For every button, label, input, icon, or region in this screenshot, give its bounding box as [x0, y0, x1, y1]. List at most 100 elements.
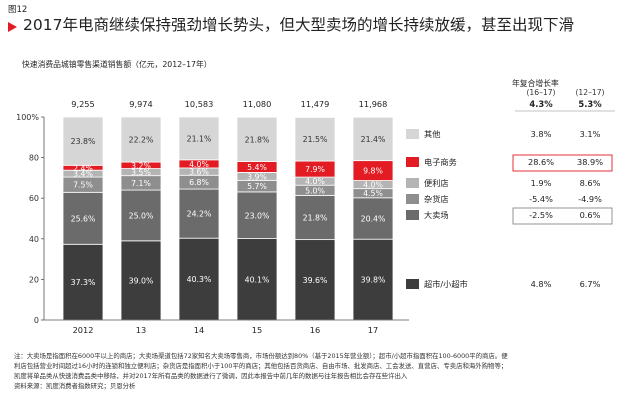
cagr-value-1: 28.6% — [528, 157, 554, 167]
data-label: 20.4% — [361, 215, 386, 224]
cagr-period-2: (12–17) — [575, 88, 604, 97]
data-label: 7.5% — [73, 181, 93, 190]
footnote-line: 凯度将单品类从快速消费品类中移除，并对2017年所有品类的数据进行了微调，因此本… — [14, 372, 408, 380]
data-label: 25.0% — [129, 211, 154, 220]
y-tick-label: 100% — [16, 113, 39, 122]
cagr-highlight-box — [512, 207, 613, 225]
bar-stack-14: 40.3% 24.2% 6.8%3.6%4.0% 21.1% — [178, 116, 220, 321]
data-label: 3.2% — [131, 161, 151, 170]
data-label: 2.4% — [73, 164, 93, 173]
data-label: 24.2% — [187, 210, 212, 219]
data-label: 21.1% — [187, 134, 212, 143]
cagr-value-1: 1.9% — [531, 178, 552, 188]
bar-segment — [62, 116, 104, 166]
data-label: 6.8% — [189, 178, 209, 187]
cagr-value-1: -5.4% — [529, 194, 553, 204]
data-label: 5.0% — [305, 186, 325, 195]
bar-segment — [236, 116, 278, 162]
bars: 37.3% 25.6% 7.5% 3.4%2.4% 23.8% 39.0% 25.0% 7.1… — [62, 116, 394, 321]
x-tick-label: 14 — [194, 325, 204, 335]
data-label: 23.8% — [71, 137, 96, 146]
data-label: 4.5% — [363, 189, 383, 198]
legend-label: 大卖场 — [424, 210, 449, 220]
cagr-total-1: 4.3% — [529, 99, 553, 109]
bar-total-label: 11,080 — [243, 99, 272, 109]
bar-segment — [294, 117, 336, 162]
legend-label: 超市/小超市 — [424, 279, 468, 289]
cagr-table: (16–17) (12–17) 4.3% 5.3% 4.8% 6.7% -2.5% 0.6% -… — [512, 88, 615, 289]
cagr-value-2: -4.9% — [578, 194, 602, 204]
bar-total-label: 9,255 — [71, 99, 94, 109]
bar-segment — [120, 189, 162, 242]
data-label: 21.8% — [245, 135, 270, 144]
bar-segment — [178, 116, 220, 161]
legend-label: 电子商务 — [424, 157, 457, 167]
bar-segment — [352, 197, 394, 240]
page-title: 2017年电商继续保持强劲增长势头，但大型卖场的增长持续放缓，甚至出现下滑 — [23, 16, 574, 34]
data-label: 25.6% — [71, 214, 96, 223]
legend-label: 其他 — [424, 129, 440, 139]
x-tick-label: 15 — [252, 325, 262, 335]
data-label: 21.8% — [303, 213, 328, 222]
footnote: 注：大卖场是指面积在6000平以上的商店；大卖场渠道包括72家知名大卖场零售商，… — [14, 351, 634, 391]
data-label: 23.0% — [245, 211, 270, 220]
data-label: 39.0% — [129, 276, 154, 285]
legend-label: 杂货店 — [424, 194, 449, 204]
legend-swatch — [406, 178, 419, 188]
bar-segment — [178, 237, 220, 321]
data-label: 37.3% — [71, 278, 96, 287]
bar-total-label: 10,583 — [185, 99, 214, 109]
cagr-value-2: 0.6% — [580, 210, 601, 220]
y-tick-label: 0 — [34, 316, 39, 325]
legend-swatch — [406, 279, 419, 289]
cagr-value-1: 4.8% — [531, 279, 552, 289]
bar-total-label: 11,968 — [359, 99, 388, 109]
data-label: 7.9% — [305, 165, 325, 174]
cagr-value-1: -2.5% — [529, 210, 553, 220]
data-label: 3.6% — [189, 168, 209, 177]
bar-segment — [178, 188, 220, 239]
y-tick-label: 60 — [29, 194, 39, 203]
x-axis: 2012 13 14 15 16 17 — [44, 319, 409, 335]
data-label: 4.0% — [363, 181, 383, 190]
data-label: 4.0% — [189, 160, 209, 169]
data-label: 39.8% — [361, 276, 386, 285]
bar-total-label: 11,479 — [301, 99, 330, 109]
data-label: 40.3% — [187, 275, 212, 284]
legend-swatch — [406, 194, 419, 204]
x-tick-label: 17 — [368, 325, 378, 335]
y-tick-label: 80 — [29, 154, 39, 163]
x-tick-label: 2012 — [73, 325, 94, 335]
bar-total-label: 9,974 — [129, 99, 152, 109]
bar-totals: 9,255 9,974 10,583 11,080 11,479 11,968 — [71, 99, 387, 109]
bar-stack-2012: 37.3% 25.6% 7.5% 3.4%2.4% 23.8% — [62, 116, 104, 321]
data-label: 4.0% — [305, 177, 325, 186]
bar-segment — [352, 116, 394, 162]
data-label: 22.2% — [129, 136, 154, 145]
cagr-value-2: 38.9% — [577, 157, 603, 167]
cagr-title: 年复合增长率 — [512, 79, 559, 88]
cagr-total-2: 5.3% — [578, 99, 602, 109]
data-label: 7.1% — [131, 179, 151, 188]
bar-stack-13: 39.0% 25.0% 7.1% 3.5%3.2% 22.2% — [120, 116, 162, 321]
data-label: 5.4% — [247, 163, 267, 172]
data-label: 3.4% — [73, 170, 93, 179]
cagr-period-1: (16–17) — [526, 88, 555, 97]
cagr-highlight-box — [512, 154, 613, 172]
data-label: 21.5% — [303, 135, 328, 144]
bar-segment — [294, 194, 336, 241]
legend-swatch — [406, 129, 419, 139]
x-tick-label: 16 — [310, 325, 320, 335]
data-label: 5.7% — [247, 182, 267, 191]
legend-swatch — [406, 157, 419, 167]
bar-segment — [236, 191, 278, 239]
cagr-value-2: 6.7% — [580, 279, 601, 289]
legend-label: 便利店 — [424, 178, 449, 188]
data-label: 21.4% — [361, 135, 386, 144]
chart-caption: 快速消费品城镇零售渠道销售额（亿元，2012–17年） — [22, 60, 212, 69]
bar-segment — [352, 238, 394, 321]
bar-segment — [120, 240, 162, 321]
bar-stack-17: 39.8% 20.4% 4.5%4.0% 9.8% 21.4% — [352, 116, 394, 321]
figure-label: 图12 — [8, 5, 28, 15]
